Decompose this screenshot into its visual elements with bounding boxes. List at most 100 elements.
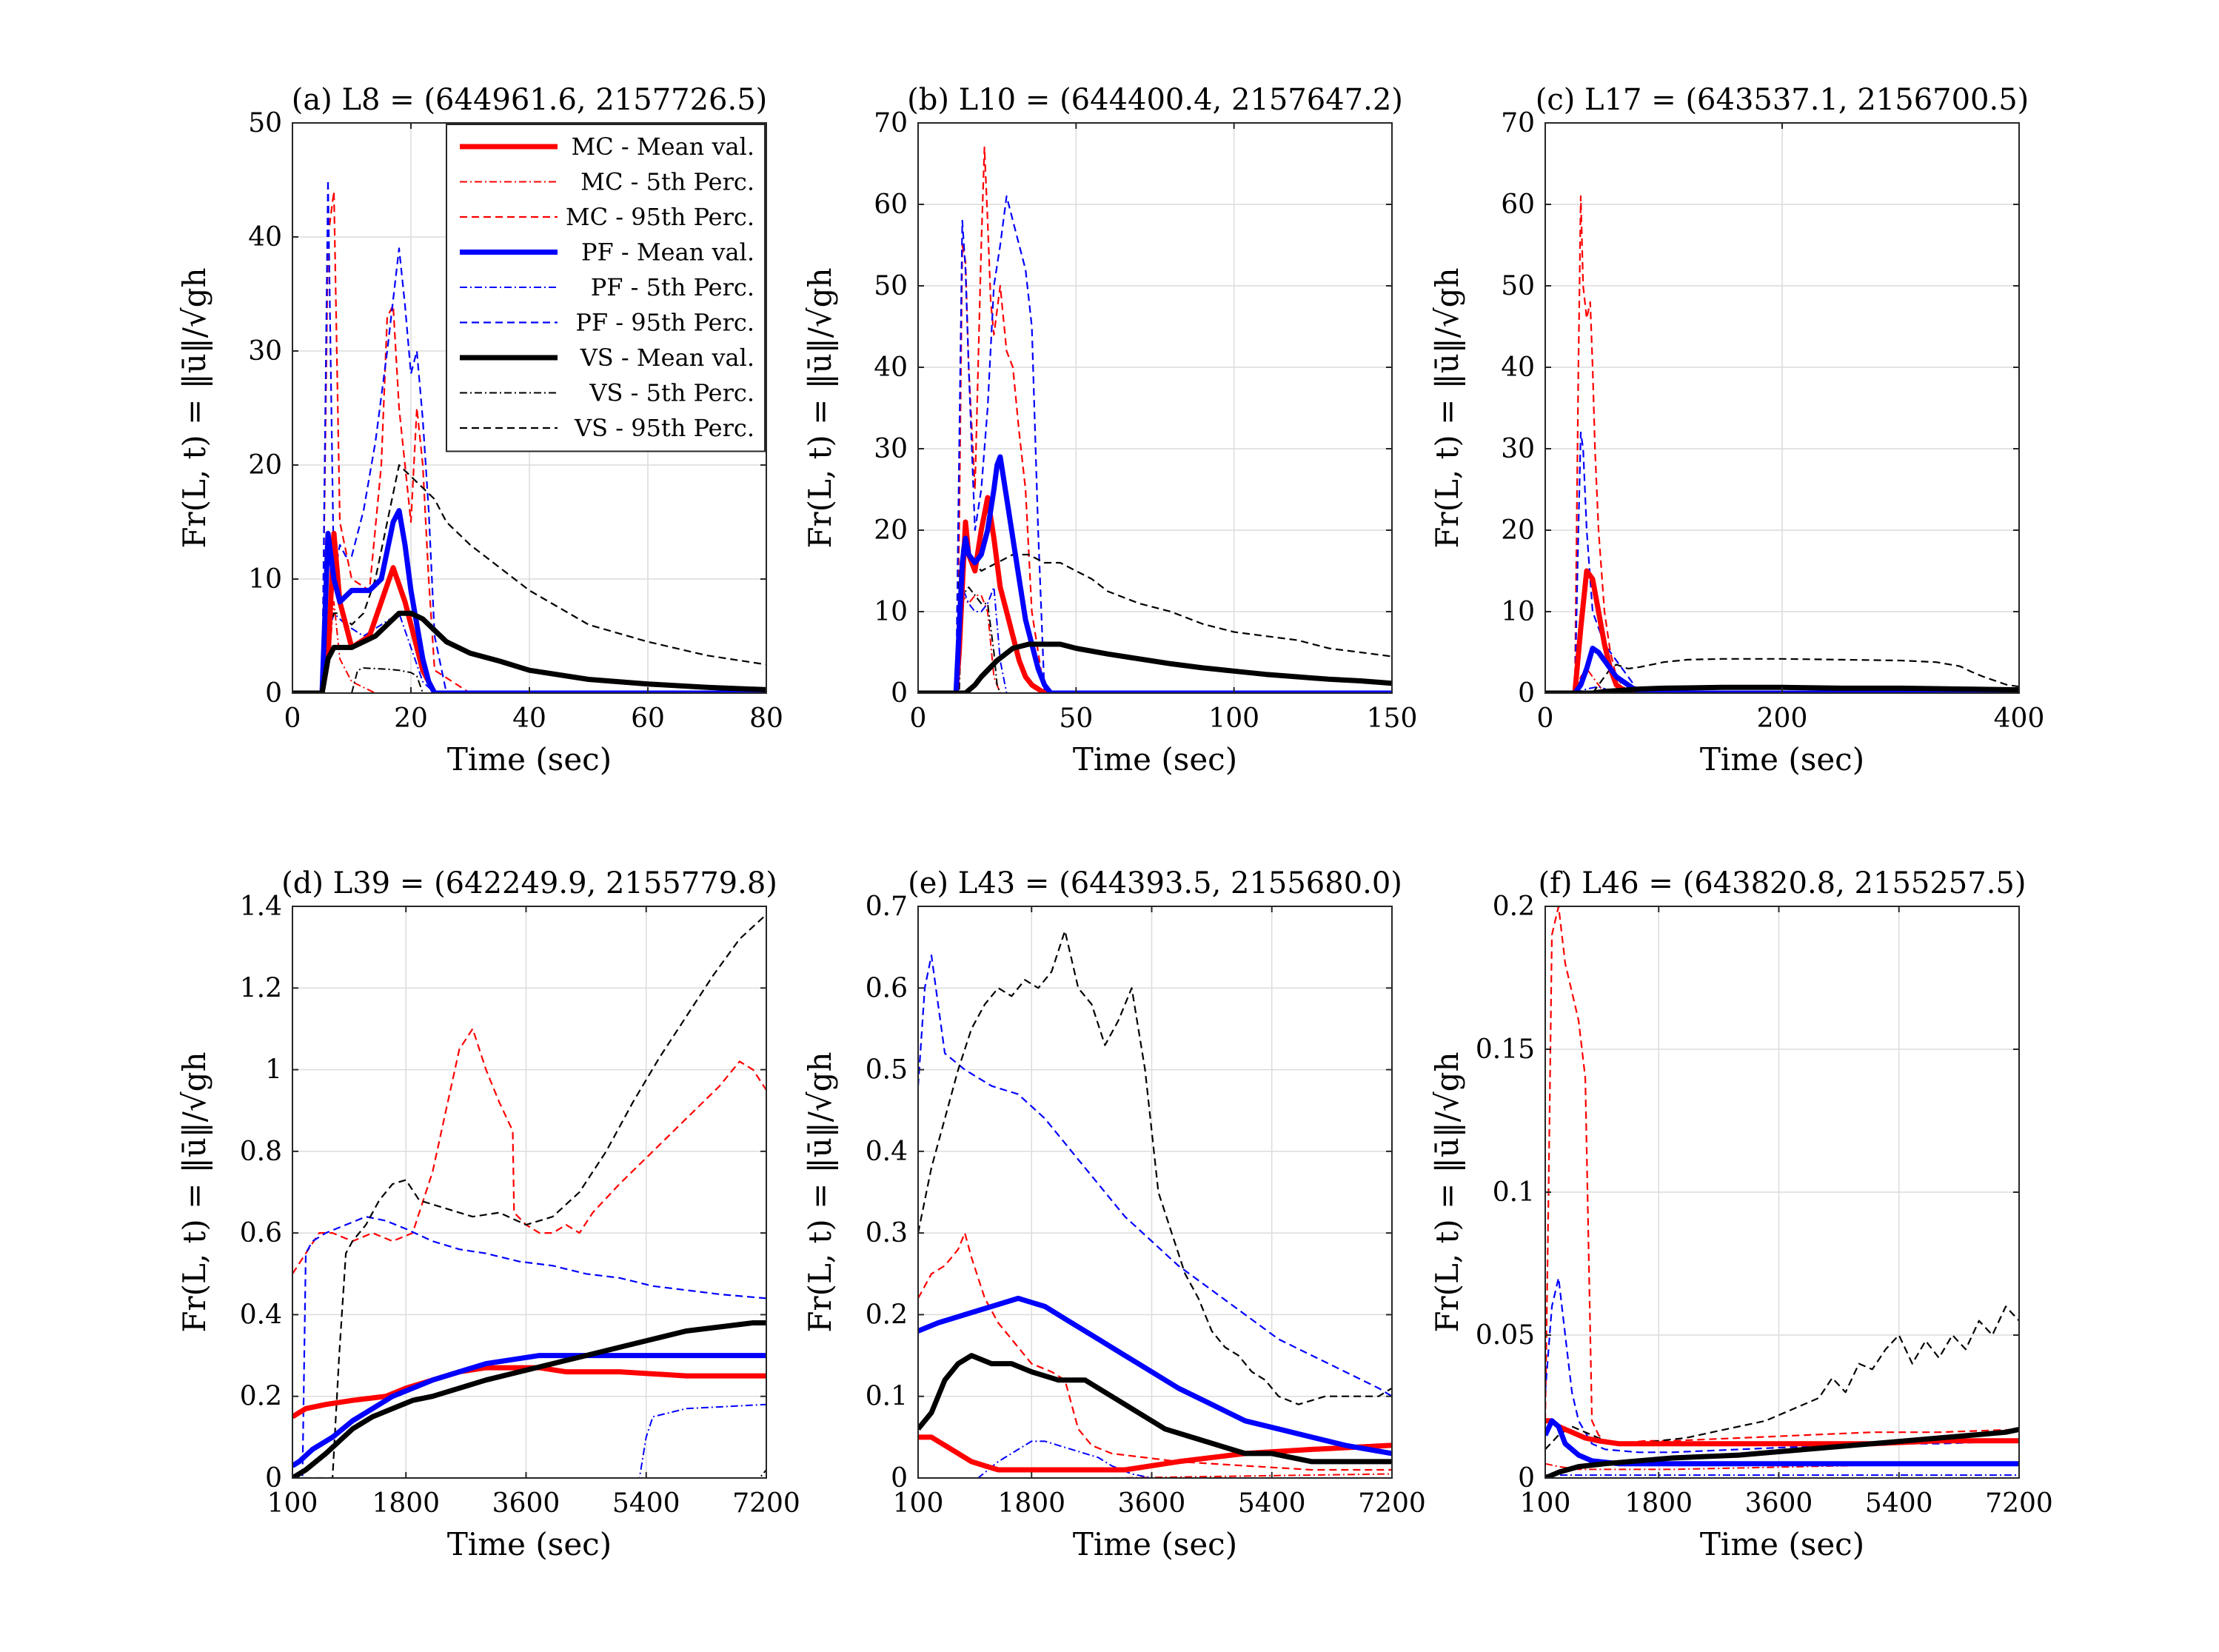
chart-title: (a) L8 = (644961.6, 2157726.5): [292, 83, 768, 117]
chart-panel-4: 100 1800 3600 5400 7200 0 0.2 0.4 0.6 0.8 1 1.2 1.4(…: [176, 866, 800, 1562]
y-tick-label: 0.2: [866, 1300, 908, 1330]
x-tick-label: 60: [631, 703, 665, 734]
series-line-vs-mean: [292, 1320, 766, 1478]
y-tick-label: 0: [1518, 1463, 1535, 1494]
y-tick-label: 1.4: [240, 892, 282, 922]
x-tick-label: 100: [893, 1488, 944, 1519]
chart-panel-2: 0 50 100 150 0 10 20 30 40 50 60 70(b) L10 = (64440…: [802, 83, 1417, 777]
y-axis-label: Fr(L, t) = ‖ū‖/√gh: [1429, 1051, 1465, 1332]
x-axis-label: Time (sec): [447, 1526, 612, 1562]
series-line-vs-p5: [292, 667, 766, 693]
axes-box: [917, 906, 1393, 1479]
series-line-vs-mean: [918, 641, 1392, 693]
x-tick-label: 150: [1367, 703, 1418, 734]
x-tick-label: 50: [1059, 703, 1093, 734]
legend-box: [446, 124, 766, 452]
series-line-vs-mean: [918, 1353, 1392, 1465]
y-tick-label: 0.4: [866, 1137, 908, 1167]
y-tick-label: 0: [265, 678, 282, 709]
x-tick-label: 400: [1994, 703, 2045, 734]
series-line-pf-mean: [292, 508, 766, 693]
chart-title: (c) L17 = (643537.1, 2156700.5): [1536, 83, 2029, 117]
series-line-vs-p95: [1545, 1305, 2019, 1451]
legend-label: VS - Mean val.: [580, 344, 754, 372]
series-line-pf-p5: [918, 1440, 1392, 1478]
series-line-vs-p95: [1545, 658, 2019, 693]
series-line-pf-p95: [292, 1215, 766, 1478]
y-tick-label: 30: [1501, 434, 1535, 464]
x-tick-label: 7200: [1985, 1488, 2053, 1519]
y-tick-label: 0: [265, 1463, 282, 1494]
series-line-mc-mean: [1545, 568, 2019, 693]
legend-label: PF - 95th Perc.: [575, 309, 754, 337]
series-line-vs-mean: [1545, 1426, 2019, 1478]
series-line-pf-mean: [918, 1295, 1392, 1457]
series-line-pf-mean: [918, 454, 1392, 693]
series-line-vs-mean: [292, 610, 766, 693]
x-tick-label: 5400: [1865, 1488, 1933, 1519]
x-tick-label: 1800: [1624, 1488, 1693, 1519]
x-axis-label: Time (sec): [1700, 1526, 1864, 1562]
x-axis-label: Time (sec): [447, 741, 612, 777]
series-group: [918, 146, 1392, 693]
x-tick-label: 1800: [997, 1488, 1065, 1519]
y-tick-label: 1.2: [240, 973, 282, 1003]
y-tick-label: 0.2: [1493, 892, 1535, 922]
series-line-pf-p95: [918, 954, 1392, 1397]
chart-title: (d) L39 = (642249.9, 2155779.8): [281, 866, 777, 900]
x-tick-label: 80: [749, 703, 783, 734]
chart-panel-5: 100 1800 3600 5400 7200 0 0.1 0.2 0.3 0.4 0.5 0.6 0.…: [802, 866, 1426, 1562]
y-tick-label: 20: [248, 450, 282, 481]
legend-label: MC - Mean val.: [571, 133, 754, 161]
y-tick-label: 10: [874, 597, 908, 627]
y-tick-label: 0: [891, 1463, 908, 1494]
x-tick-label: 3600: [1745, 1488, 1813, 1519]
x-tick-label: 7200: [1358, 1488, 1426, 1519]
y-tick-label: 40: [248, 222, 282, 253]
series-line-pf-p5: [918, 586, 1392, 693]
x-axis-label: Time (sec): [1073, 1526, 1237, 1562]
series-group: [292, 914, 766, 1478]
y-tick-label: 30: [248, 336, 282, 367]
x-tick-label: 3600: [492, 1488, 560, 1519]
series-group: [292, 178, 766, 693]
legend: MC - Mean val. MC - 5th Perc. MC - 95th Pe…: [446, 124, 766, 452]
y-axis-label: Fr(L, t) = ‖ū‖/√gh: [802, 1051, 838, 1332]
y-axis-label: Fr(L, t) = ‖ū‖/√gh: [176, 267, 212, 548]
y-tick-label: 60: [874, 190, 908, 220]
legend-label: MC - 5th Perc.: [580, 168, 754, 196]
series-line-pf-mean: [1545, 646, 2019, 693]
x-tick-label: 200: [1757, 703, 1808, 734]
y-axis-label: Fr(L, t) = ‖ū‖/√gh: [1429, 267, 1465, 548]
legend-label: PF - Mean val.: [581, 238, 754, 267]
chart-panel-6: 100 1800 3600 5400 7200 0 0.05 0.1 0.15 0.2(f) L4…: [1429, 866, 2053, 1562]
y-tick-label: 0.4: [240, 1300, 282, 1330]
axes-box: [917, 122, 1393, 694]
legend-label: PF - 5th Perc.: [591, 273, 754, 301]
y-tick-label: 20: [874, 515, 908, 546]
x-axis-label: Time (sec): [1073, 741, 1237, 777]
y-tick-label: 0.5: [866, 1055, 908, 1086]
series-line-pf-p95: [918, 195, 1392, 693]
y-tick-label: 50: [248, 108, 282, 138]
x-tick-label: 5400: [1238, 1488, 1306, 1519]
y-tick-label: 0.15: [1476, 1034, 1535, 1065]
y-tick-label: 0.1: [1493, 1177, 1535, 1208]
series-group: [1545, 195, 2019, 693]
series-line-mc-p95: [292, 190, 766, 693]
legend-label: VS - 95th Perc.: [574, 414, 754, 442]
series-group: [918, 929, 1392, 1478]
legend-label: VS - 5th Perc.: [589, 379, 754, 407]
x-tick-label: 0: [1537, 703, 1554, 734]
y-tick-label: 0.7: [866, 892, 908, 922]
chart-title: (b) L10 = (644400.4, 2157647.2): [907, 83, 1403, 117]
y-tick-label: 20: [1501, 515, 1535, 546]
x-tick-label: 0: [910, 703, 927, 734]
y-tick-label: 0: [891, 678, 908, 709]
x-tick-label: 100: [1520, 1488, 1571, 1519]
y-tick-label: 0.6: [866, 973, 908, 1003]
y-tick-label: 0: [1518, 678, 1535, 709]
y-axis-label: Fr(L, t) = ‖ū‖/√gh: [802, 267, 838, 548]
chart-panel-1: 0 20 40 60 80 0 10 20 30 40 50 (a) L8 = (644961.6, …: [176, 83, 783, 777]
